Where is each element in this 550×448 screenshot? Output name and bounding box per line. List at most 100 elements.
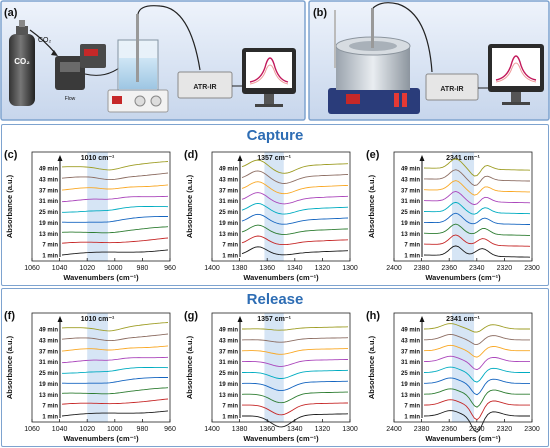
spectrum-trace: [241, 181, 349, 195]
time-label: 13 min: [219, 232, 238, 238]
spectrum-trace: [423, 245, 531, 258]
time-label: 31 min: [39, 360, 58, 366]
x-tick-label: 2400: [386, 426, 402, 433]
plot-frame: [393, 151, 533, 262]
setup-illustrations: (a) CO₂ CO₂ Flow ATR-IR: [0, 0, 550, 121]
flow-label: Flow: [65, 96, 76, 102]
x-tick-label: 960: [164, 426, 176, 433]
time-arrow-head: [237, 155, 243, 161]
x-tick-label: 2360: [441, 426, 457, 433]
x-tick-label: 1300: [342, 426, 358, 433]
time-label: 37 min: [219, 349, 238, 355]
panel-label: (d): [184, 149, 198, 161]
y-axis-label: Absorbance (a.u.): [185, 174, 194, 238]
time-label: 25 min: [401, 371, 420, 377]
gas-label: CO₂: [38, 37, 52, 44]
time-label: 1 min: [404, 254, 420, 260]
chart-g: (g) 1357 cm⁻¹ Absorbance (a.u.) Wavenumbers…: [184, 310, 358, 443]
atr-label-b: ATR-IR: [440, 86, 463, 93]
time-label: 1 min: [222, 415, 238, 421]
x-tick-label: 1040: [52, 426, 68, 433]
spectrum-trace: [424, 212, 530, 225]
x-tick-label: 2380: [414, 265, 430, 272]
time-label: 37 min: [219, 188, 238, 194]
panel-label: (c): [4, 149, 18, 161]
chart-h: (h) 2341 cm⁻¹ Absorbance (a.u.) Wavenumbers…: [366, 310, 540, 443]
time-label: 19 min: [219, 221, 238, 227]
time-label: 49 min: [401, 328, 420, 334]
time-label: 25 min: [219, 371, 238, 377]
peak-label: 1357 cm⁻¹: [257, 155, 291, 162]
spectrum-trace: [61, 195, 169, 203]
capture-section: [1, 124, 549, 286]
panel-label: (h): [366, 310, 380, 322]
spectrum-trace: [62, 206, 169, 213]
time-label: 43 min: [219, 177, 238, 183]
time-label: 7 min: [404, 243, 420, 249]
time-label: 37 min: [401, 349, 420, 355]
time-label: 49 min: [39, 328, 58, 334]
cylinder-label: CO₂: [14, 57, 30, 66]
spectrum-trace: [423, 180, 530, 196]
x-axis-label: Wavenumbers (cm⁻¹): [243, 273, 319, 282]
spectrum-trace: [61, 333, 169, 342]
peak-label: 2341 cm⁻¹: [446, 316, 480, 323]
spectrum-trace: [423, 399, 530, 421]
x-tick-label: 2380: [414, 426, 430, 433]
time-label: 13 min: [219, 393, 238, 399]
time-label: 43 min: [219, 338, 238, 344]
release-section: [1, 288, 549, 447]
release-title: Release: [246, 291, 304, 308]
spectrum-trace: [61, 387, 169, 395]
chart-c: (c) 1010 cm⁻¹ Absorbance (a.u.) Wavenumbers…: [4, 149, 176, 282]
time-label: 49 min: [401, 167, 420, 173]
plot-frame: [211, 151, 351, 262]
chart-f: (f) 1010 cm⁻¹ Absorbance (a.u.) Wavenumbers…: [4, 310, 176, 443]
spectrum-trace: [242, 413, 349, 428]
x-tick-label: 1400: [204, 265, 220, 272]
spectrum-trace: [61, 322, 169, 332]
panel-b-label: (b): [313, 7, 327, 19]
time-label: 1 min: [222, 254, 238, 260]
time-label: 7 min: [42, 243, 58, 249]
x-tick-label: 1040: [52, 265, 68, 272]
spectrum-trace: [424, 169, 530, 186]
spectrum-trace: [423, 366, 530, 383]
y-axis-label: Absorbance (a.u.): [5, 335, 14, 399]
atr-ir-unit: [177, 71, 233, 99]
time-arrow-head: [237, 316, 243, 322]
x-axis-label: Wavenumbers (cm⁻¹): [425, 434, 501, 443]
time-label: 43 min: [39, 338, 58, 344]
time-arrow-head: [57, 316, 63, 322]
spectrum-trace: [424, 377, 530, 396]
spectrum-trace: [241, 235, 349, 246]
spectrum-trace: [241, 337, 349, 343]
time-label: 13 min: [39, 232, 58, 238]
spectrum-trace: [423, 323, 530, 333]
x-tick-label: 980: [137, 426, 149, 433]
time-label: 19 min: [39, 221, 58, 227]
time-label: 37 min: [39, 349, 58, 355]
time-label: 19 min: [401, 382, 420, 388]
time-label: 31 min: [401, 199, 420, 205]
time-label: 25 min: [39, 210, 58, 216]
x-tick-label: 1380: [232, 426, 248, 433]
spectrum-trace: [423, 388, 530, 408]
x-tick-label: 980: [137, 265, 149, 272]
panel-label: (g): [184, 310, 198, 322]
spectrum-trace: [242, 369, 349, 379]
time-label: 25 min: [39, 371, 58, 377]
time-label: 1 min: [42, 254, 58, 260]
spectrum-trace: [62, 216, 168, 223]
peak-highlight-band: [451, 313, 475, 422]
time-label: 31 min: [219, 360, 238, 366]
atr-ir-unit-b: [425, 73, 479, 101]
time-label: 25 min: [219, 210, 238, 216]
x-tick-label: 1020: [79, 426, 95, 433]
panel-label: (e): [366, 149, 380, 161]
time-label: 19 min: [401, 221, 420, 227]
x-tick-label: 1360: [259, 265, 275, 272]
spectrum-trace: [423, 355, 530, 371]
x-tick-label: 2300: [524, 265, 540, 272]
time-label: 7 min: [222, 243, 238, 249]
